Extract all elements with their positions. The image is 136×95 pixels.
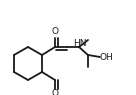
Text: O: O bbox=[52, 27, 58, 36]
Text: OH: OH bbox=[100, 53, 114, 61]
Text: O: O bbox=[52, 89, 58, 95]
Text: HN: HN bbox=[73, 38, 86, 48]
